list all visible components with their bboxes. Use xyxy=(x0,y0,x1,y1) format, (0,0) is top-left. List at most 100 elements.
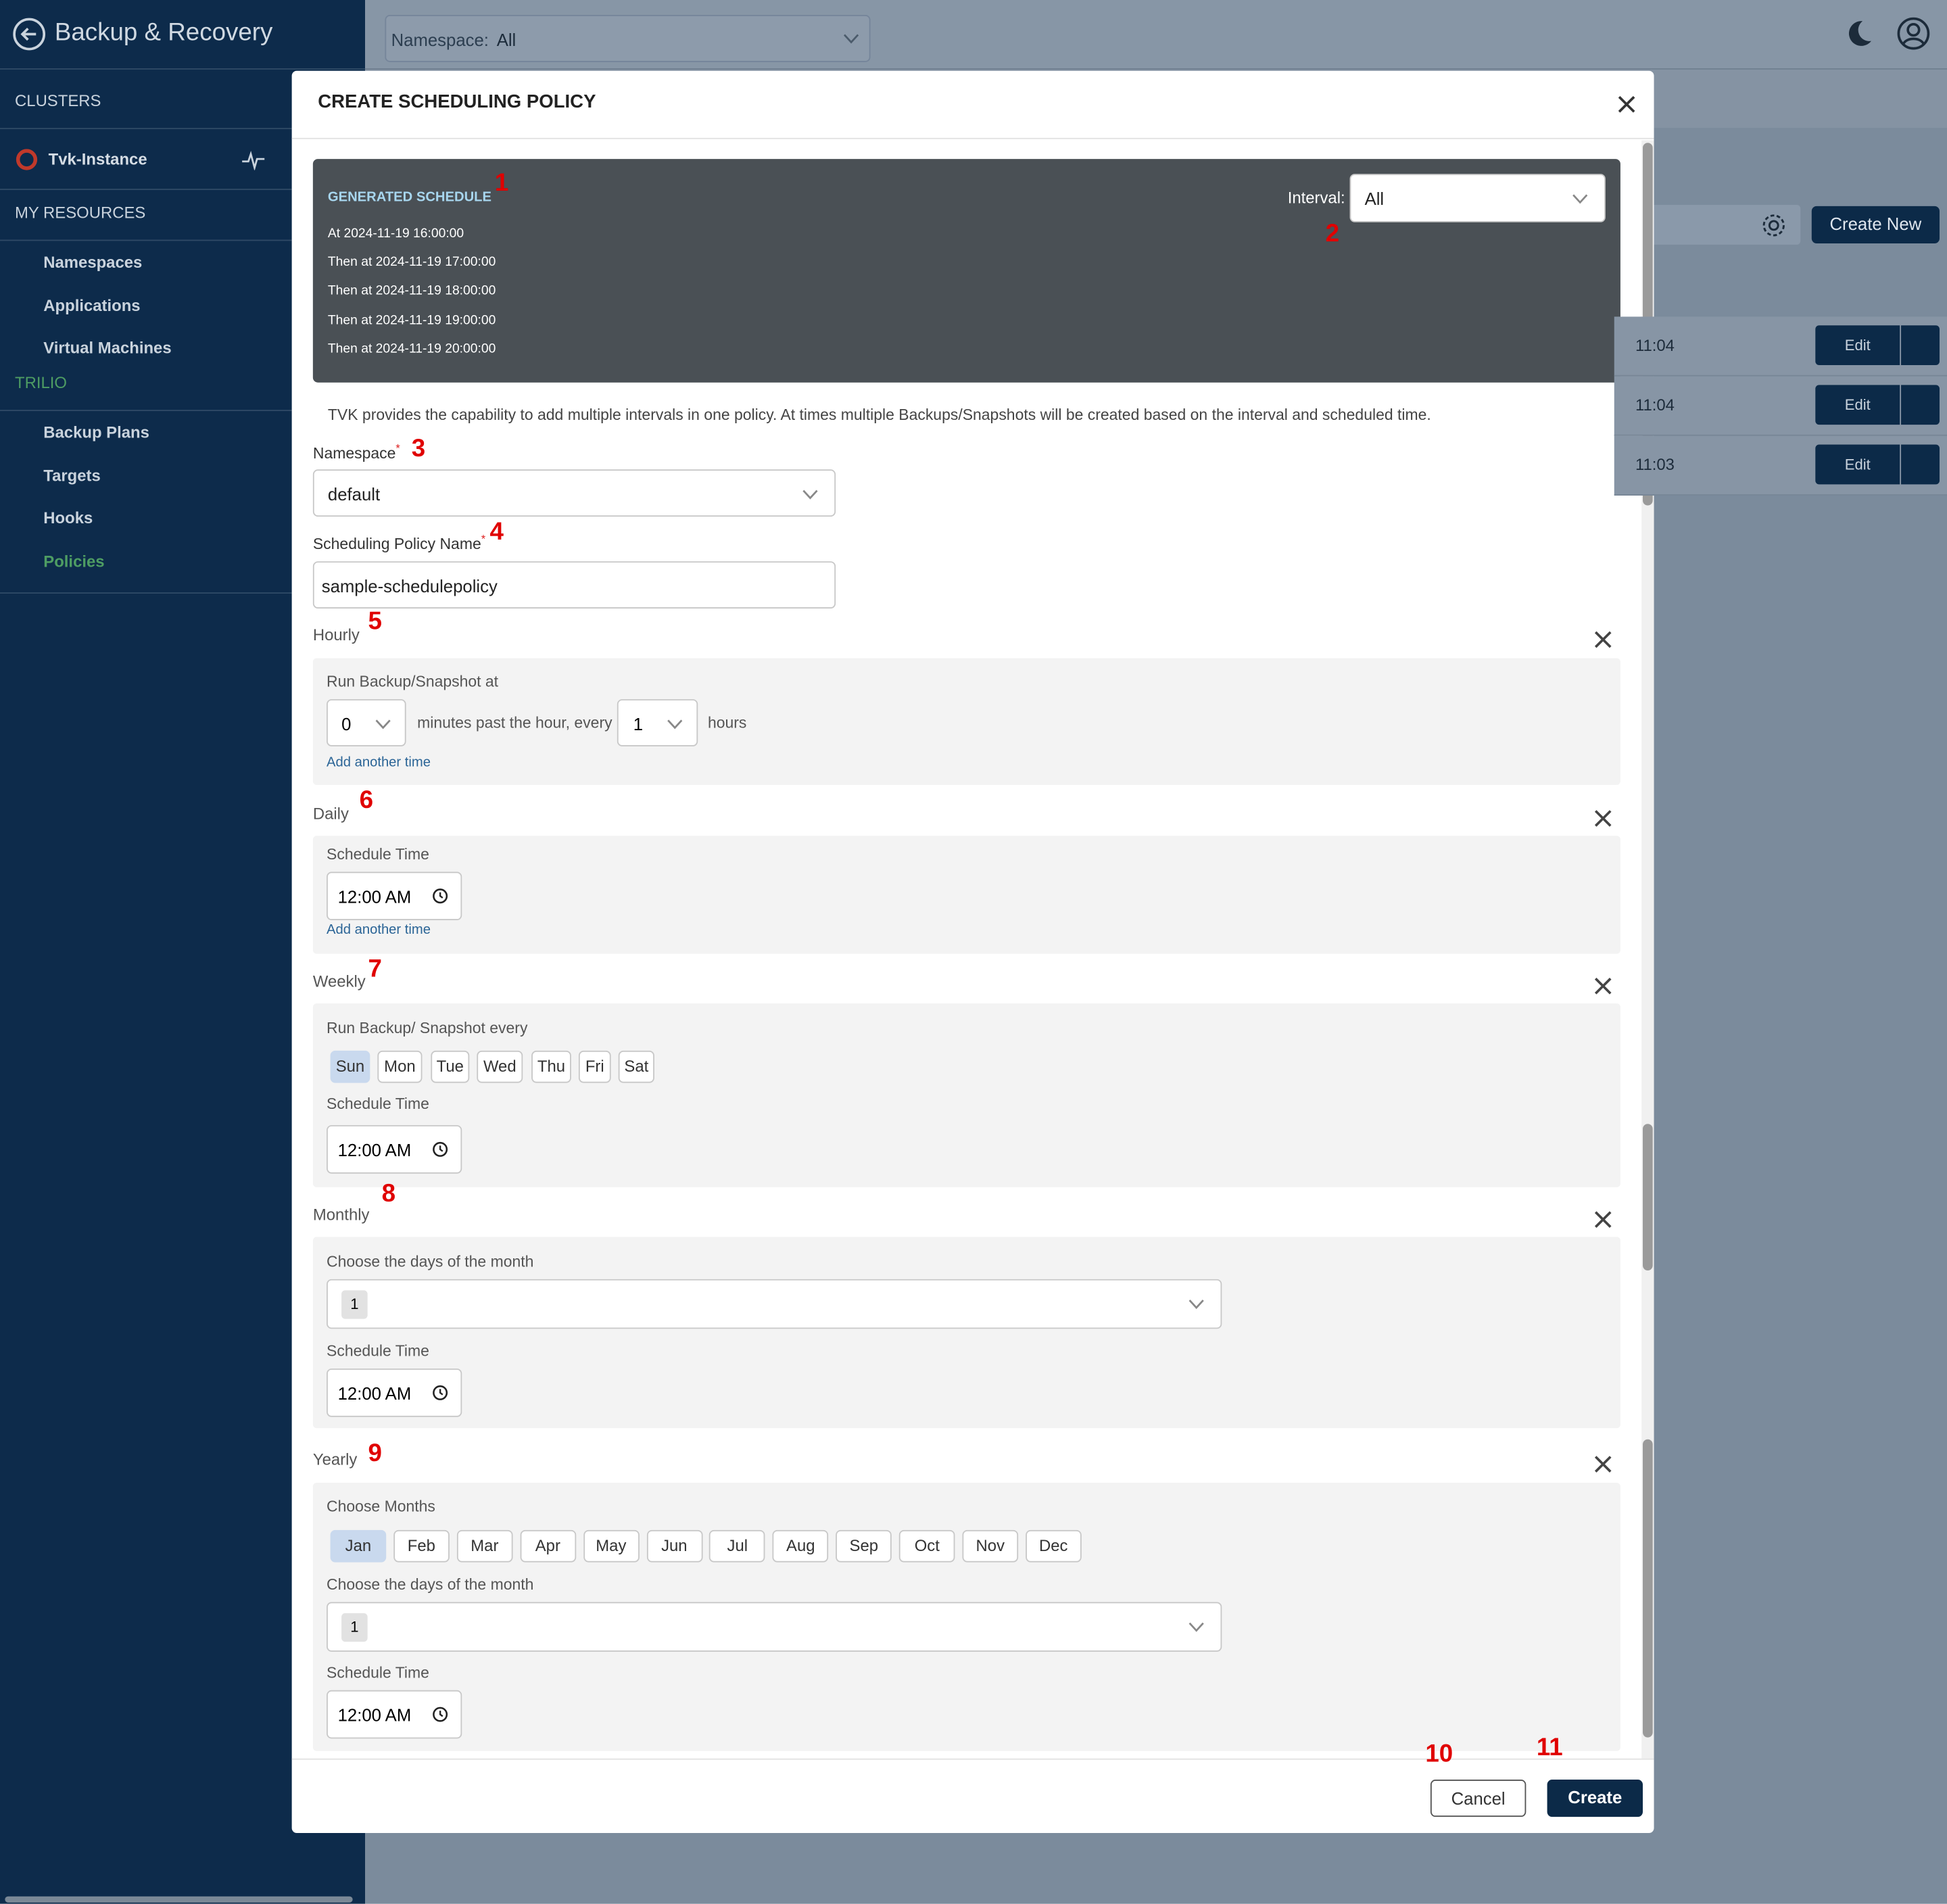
close-button[interactable] xyxy=(1618,95,1635,113)
time-input[interactable]: 12:00 AM xyxy=(327,1690,462,1739)
day-toggle[interactable]: Thu xyxy=(531,1050,571,1083)
clock-icon[interactable] xyxy=(432,1141,448,1158)
day-chip[interactable]: 1 xyxy=(341,1290,368,1319)
create-new-button[interactable]: Create New xyxy=(1811,206,1940,244)
policy-name-input[interactable]: sample-schedulepolicy xyxy=(312,561,836,609)
remove-section[interactable] xyxy=(1594,631,1612,648)
day-toggle[interactable]: Mon xyxy=(377,1050,423,1083)
nav-item[interactable]: Targets xyxy=(43,466,101,485)
field-label: Choose Months xyxy=(327,1498,435,1515)
month-toggle[interactable]: Jul xyxy=(709,1529,766,1563)
days-multiselect[interactable]: 1 xyxy=(327,1602,1222,1652)
month-toggle[interactable]: Oct xyxy=(898,1529,955,1563)
remove-section[interactable] xyxy=(1594,978,1612,995)
divider xyxy=(0,68,366,70)
nav-item[interactable]: Applications xyxy=(43,296,141,315)
schedule-entry: Then at 2024-11-19 17:00:00 xyxy=(327,254,496,270)
add-time-link[interactable]: Add another time xyxy=(327,755,431,770)
input-value: sample-schedulepolicy xyxy=(321,576,498,596)
section-title: Yearly xyxy=(312,1450,358,1469)
month-toggle[interactable]: May xyxy=(583,1529,640,1563)
annotation: 9 xyxy=(368,1439,382,1468)
nav-item[interactable]: Virtual Machines xyxy=(43,338,172,358)
month-toggle[interactable]: Feb xyxy=(393,1529,450,1563)
back-icon[interactable] xyxy=(12,18,46,51)
scrollbar-thumb[interactable] xyxy=(1643,1439,1653,1738)
required-mark: * xyxy=(395,442,400,455)
health-icon xyxy=(242,151,265,170)
day-toggle[interactable]: Sun xyxy=(330,1050,370,1083)
time-value: 12:00 AM xyxy=(337,886,412,907)
nav-item[interactable]: Policies xyxy=(43,552,105,571)
interval-label: Interval: xyxy=(1287,188,1345,207)
scrollbar-thumb[interactable] xyxy=(1643,1124,1653,1270)
dropdown-button[interactable] xyxy=(1901,325,1940,366)
time-input[interactable]: 12:00 AM xyxy=(327,1368,462,1417)
divider xyxy=(0,239,292,241)
clock-icon[interactable] xyxy=(432,888,448,904)
edit-button[interactable]: Edit xyxy=(1815,325,1900,366)
field-label: Schedule Time xyxy=(327,845,429,863)
month-toggle[interactable]: Apr xyxy=(520,1529,576,1563)
month-toggle[interactable]: Mar xyxy=(456,1529,513,1563)
create-button[interactable]: Create xyxy=(1547,1780,1643,1817)
row-time: 11:04 xyxy=(1635,396,1675,414)
row-time: 11:03 xyxy=(1635,455,1675,474)
cluster-name[interactable]: Tvk-Instance xyxy=(48,149,147,168)
annotation: 5 xyxy=(368,608,382,636)
interval-select[interactable]: All xyxy=(1349,174,1606,222)
month-toggle[interactable]: Jun xyxy=(646,1529,702,1563)
month-toggle[interactable]: Sep xyxy=(836,1529,892,1563)
add-time-link[interactable]: Add another time xyxy=(327,922,431,938)
chevron xyxy=(802,490,818,500)
required-mark: * xyxy=(481,532,486,546)
remove-section[interactable] xyxy=(1594,810,1612,828)
minutes-select[interactable]: 0 xyxy=(327,699,406,746)
day-toggle[interactable]: Fri xyxy=(578,1050,611,1083)
field-label: Choose the days of the month xyxy=(327,1575,534,1594)
settings-icon[interactable] xyxy=(1760,212,1787,239)
time-input[interactable]: 12:00 AM xyxy=(327,1125,462,1174)
day-chip[interactable]: 1 xyxy=(341,1613,368,1642)
days-multiselect[interactable]: 1 xyxy=(327,1279,1222,1329)
dropdown-button[interactable] xyxy=(1901,385,1940,425)
day-toggle[interactable]: Sat xyxy=(618,1050,654,1083)
edit-button[interactable]: Edit xyxy=(1815,385,1900,425)
clock-icon[interactable] xyxy=(432,1385,448,1401)
chevron xyxy=(375,719,391,730)
month-toggle[interactable]: Nov xyxy=(962,1529,1019,1563)
remove-section[interactable] xyxy=(1594,1456,1612,1473)
clock-icon[interactable] xyxy=(432,1707,448,1723)
time-input[interactable]: 12:00 AM xyxy=(327,872,462,921)
day-toggle[interactable]: Tue xyxy=(431,1050,470,1083)
scrollbar-track xyxy=(1641,140,1654,1759)
user-icon[interactable] xyxy=(1896,16,1931,51)
month-toggle[interactable]: Aug xyxy=(772,1529,829,1563)
annotation: 4 xyxy=(489,518,504,546)
hours-select[interactable]: 1 xyxy=(617,699,698,746)
section-heading: MY RESOURCES xyxy=(15,203,146,222)
theme-icon[interactable] xyxy=(1843,18,1875,50)
namespace-select[interactable]: default xyxy=(312,469,836,517)
nav-item[interactable]: Hooks xyxy=(43,508,93,527)
month-toggle[interactable]: Dec xyxy=(1025,1529,1082,1563)
field-label: Schedule Time xyxy=(327,1664,429,1682)
remove-section[interactable] xyxy=(1594,1211,1612,1229)
namespace-filter[interactable]: Namespace: All xyxy=(385,15,871,62)
dropdown-button[interactable] xyxy=(1901,444,1940,485)
cancel-button[interactable]: Cancel xyxy=(1430,1780,1527,1817)
select-value: 1 xyxy=(633,714,644,734)
time-value: 12:00 AM xyxy=(337,1705,412,1726)
day-toggle[interactable]: Wed xyxy=(477,1050,523,1083)
schedule-entry: Then at 2024-11-19 18:00:00 xyxy=(327,283,496,299)
nav-item[interactable]: Namespaces xyxy=(43,252,143,272)
label-text: Namespace xyxy=(312,444,396,462)
edit-button[interactable]: Edit xyxy=(1815,444,1900,485)
month-toggle[interactable]: Jan xyxy=(330,1529,387,1563)
field-label: Scheduling Policy Name* xyxy=(313,533,485,553)
daily-section xyxy=(312,836,1620,954)
nav-item[interactable]: Backup Plans xyxy=(43,423,149,442)
section-title: Hourly xyxy=(312,625,360,644)
